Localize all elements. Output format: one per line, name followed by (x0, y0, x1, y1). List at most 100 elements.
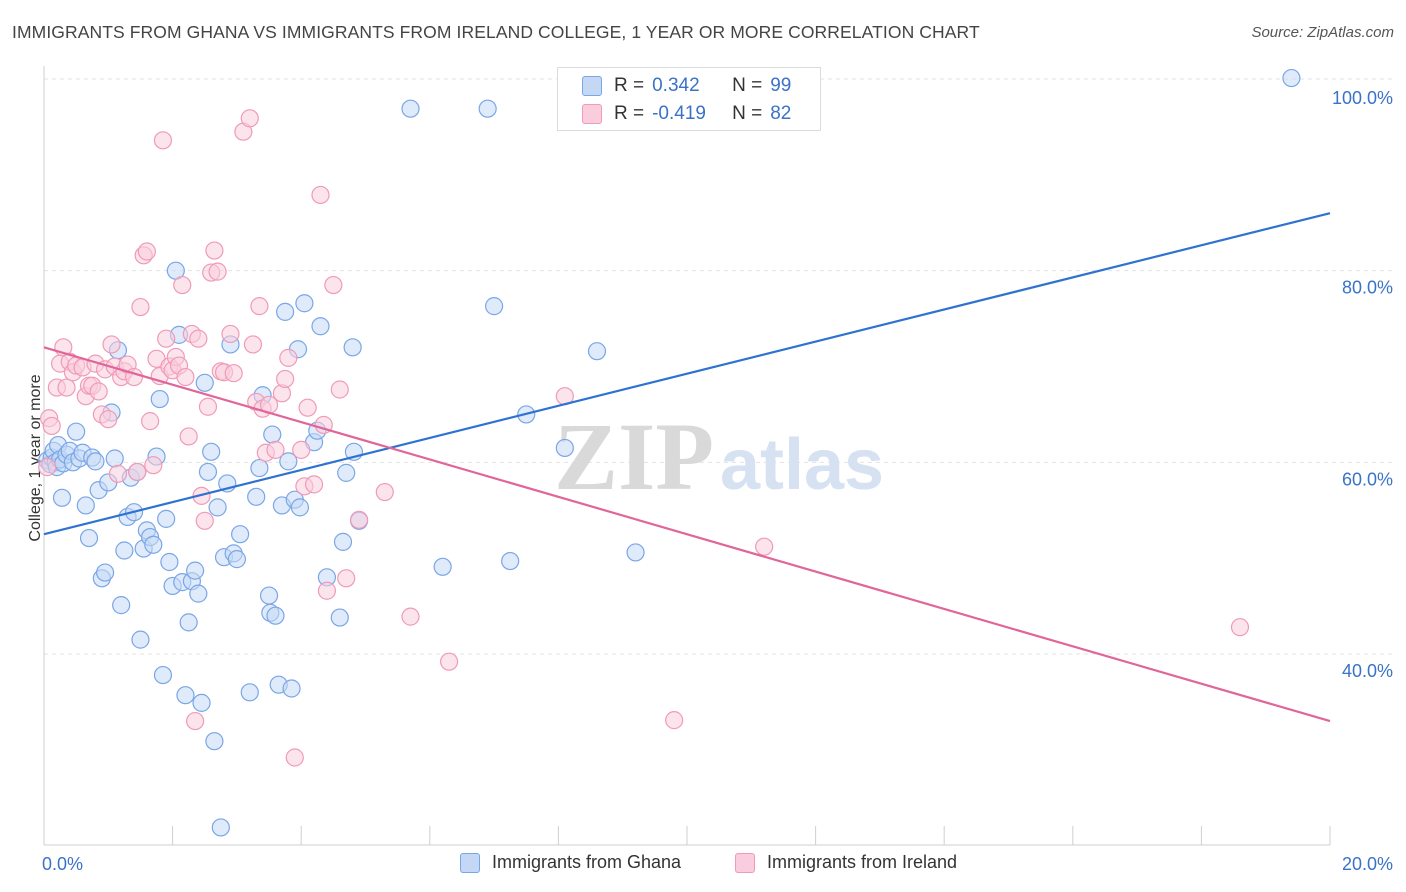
ireland-point (108, 464, 128, 483)
ghana-point (202, 442, 221, 461)
legend-n-label: N = (732, 103, 763, 124)
ghana-point (189, 584, 208, 603)
ireland-point (349, 510, 369, 529)
ghana-point (295, 294, 314, 313)
ghana-trend-line (43, 212, 1331, 536)
ghana-point (157, 509, 176, 528)
y-tick-label: 60.0% (1342, 469, 1393, 489)
ghana-point (105, 449, 124, 468)
correlation-legend: R = 0.342 N = 99 R = -0.419 N = 82 (557, 67, 821, 131)
legend-n-value: 99 (770, 75, 792, 96)
ghana-point (279, 452, 298, 471)
ghana-swatch (582, 76, 602, 96)
ghana-point (485, 297, 504, 316)
ghana-point (266, 606, 285, 625)
legend-item-ireland: Immigrants from Ireland (735, 852, 957, 873)
ghana-point (263, 425, 282, 444)
ghana-point (95, 563, 115, 582)
ireland-point (57, 378, 76, 397)
ghana-point (555, 438, 574, 458)
ireland-point (665, 711, 684, 730)
ghana-point (195, 373, 214, 392)
ireland-trend-line (43, 346, 1331, 723)
ireland-point (279, 348, 298, 367)
ghana-point (115, 541, 134, 560)
ireland-point (157, 329, 176, 348)
legend-r-label: R = (614, 75, 645, 96)
legend-label-ireland: Immigrants from Ireland (767, 852, 958, 872)
ireland-point (189, 329, 208, 348)
ireland-point (401, 607, 420, 626)
ireland-point (755, 537, 774, 556)
chart-source: Source: ZipAtlas.com (1251, 24, 1394, 41)
ireland-point (42, 416, 61, 436)
ireland-point (102, 335, 121, 354)
y-tick-label: 40.0% (1342, 661, 1393, 681)
ghana-point (433, 557, 452, 576)
ireland-point (304, 475, 324, 494)
ghana-point (401, 99, 420, 118)
ghana-point (153, 665, 173, 685)
legend-r-value: -0.419 (652, 103, 706, 124)
ireland-point (137, 242, 156, 261)
ireland-point (292, 440, 311, 459)
ireland-point (439, 652, 459, 671)
ghana-point (192, 693, 211, 712)
ghana-point (330, 608, 349, 627)
ireland-point (298, 398, 317, 417)
ghana-point (198, 462, 218, 482)
ghana-point (478, 99, 497, 118)
y-tick-label: 100.0% (1332, 88, 1393, 108)
legend-row-ireland: R = -0.419 N = 82 (582, 101, 791, 127)
ireland-point (153, 131, 173, 150)
ghana-point (259, 586, 279, 605)
ghana-point (86, 452, 105, 471)
ireland-point (337, 569, 356, 588)
ghana-point (240, 683, 259, 702)
ghana-point (52, 488, 72, 507)
ireland-point (1230, 618, 1250, 637)
ghana-point (179, 613, 198, 632)
ireland-point (89, 382, 108, 401)
ireland-point (266, 440, 285, 459)
ghana-legend-swatch (460, 852, 480, 873)
legend-r-label: R = (614, 103, 645, 124)
ghana-point (587, 342, 607, 361)
ireland-point (38, 458, 57, 477)
ghana-point (501, 551, 520, 571)
ghana-point (276, 302, 295, 321)
chart-title: IMMIGRANTS FROM GHANA VS IMMIGRANTS FROM… (12, 22, 980, 42)
ireland-point (375, 482, 394, 502)
ghana-point (176, 686, 195, 705)
ireland-point (221, 324, 240, 344)
legend-n-value: 82 (770, 103, 792, 124)
ghana-point (160, 552, 179, 572)
ireland-point (224, 364, 243, 383)
tick-labels: 40.0% 60.0% 80.0% 100.0% 0.0% 20.0% (42, 88, 1393, 874)
ghana-point (626, 543, 645, 562)
legend-n-label: N = (732, 75, 763, 96)
ireland-point (205, 241, 224, 260)
ghana-point (227, 550, 246, 569)
ireland-swatch (582, 104, 602, 124)
legend-row-ghana: R = 0.342 N = 99 (582, 73, 791, 99)
ghana-point (250, 458, 269, 478)
ireland-point (195, 511, 214, 530)
x-tick-label: 0.0% (42, 854, 83, 874)
ghana-point (208, 498, 227, 517)
ireland-point (176, 367, 195, 387)
ireland-point (173, 275, 192, 295)
ireland-point (140, 412, 160, 431)
legend-r-value: 0.342 (652, 75, 700, 96)
ireland-point (144, 456, 163, 475)
ghana-point (1282, 68, 1301, 88)
ghana-point (333, 532, 353, 551)
watermark-atlas: atlas (720, 425, 884, 505)
ghana-point (150, 389, 169, 409)
ghana-point (282, 679, 301, 698)
ireland-point (99, 410, 118, 429)
data-points (38, 68, 1301, 837)
ghana-point (211, 818, 230, 837)
ireland-legend-swatch (735, 852, 755, 873)
ireland-point (276, 369, 295, 389)
